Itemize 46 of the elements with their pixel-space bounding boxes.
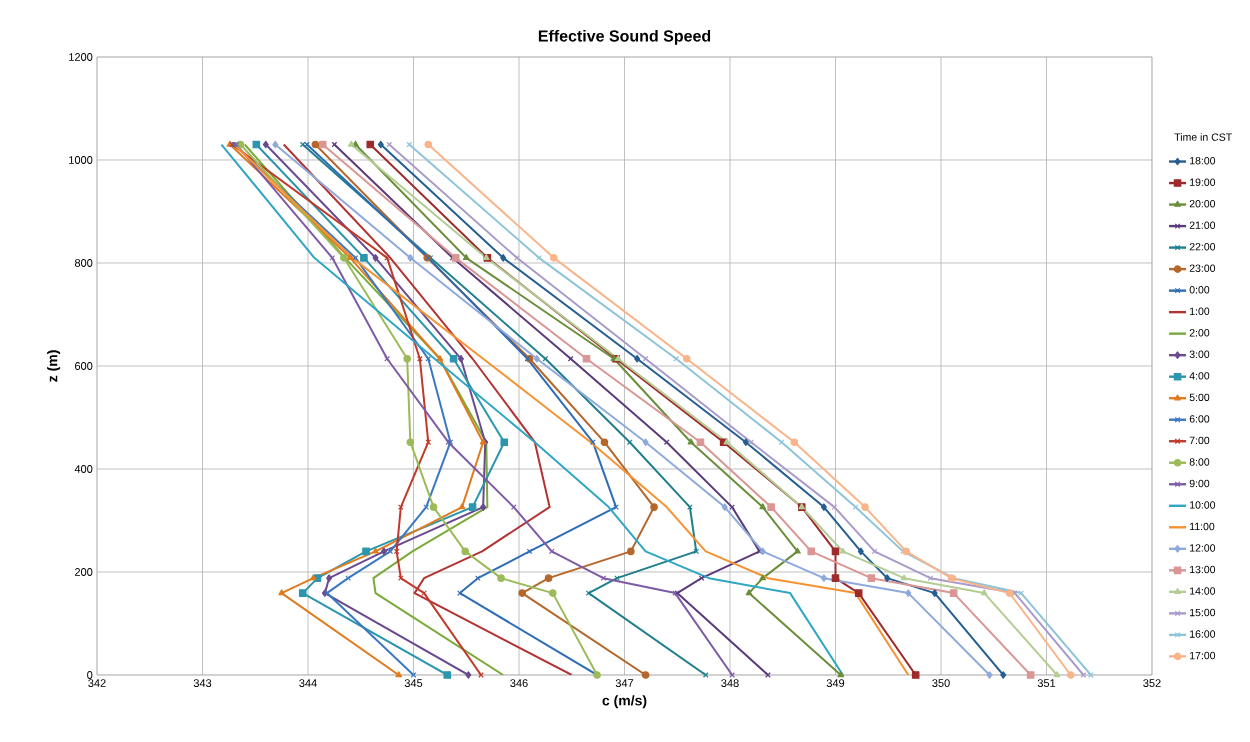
legend-label: 8:00 [1189, 458, 1210, 466]
x-tick-label: 351 [1037, 679, 1056, 687]
legend-label: 2:00 [1189, 329, 1210, 337]
x-tick-label: 347 [615, 679, 634, 687]
legend-label: 6:00 [1189, 415, 1210, 423]
legend-label: 22:00 [1189, 243, 1216, 251]
x-tick-label: 345 [404, 679, 423, 687]
x-tick-label: 352 [1143, 679, 1161, 687]
y-tick-label: 600 [75, 362, 93, 370]
legend-label: 15:00 [1190, 608, 1216, 617]
legend-label: 10:00 [1190, 501, 1216, 509]
y-tick-label: 400 [74, 465, 93, 473]
y-tick-label: 0 [87, 671, 93, 679]
legend-label: 3:00 [1189, 350, 1210, 359]
chart-title: Effective Sound Speed [538, 29, 711, 45]
x-tick-label: 346 [510, 679, 528, 687]
legend-label: 1:00 [1190, 307, 1210, 316]
legend-label: 11:00 [1190, 522, 1215, 531]
y-tick-label: 1200 [69, 53, 93, 61]
x-tick-label: 349 [826, 679, 845, 687]
x-axis-title: c (m/s) [602, 695, 647, 709]
legend-label: 12:00 [1190, 544, 1216, 552]
legend-label: 23:00 [1189, 264, 1216, 272]
legend-label: 5:00 [1189, 393, 1210, 402]
x-tick-label: 342 [88, 679, 106, 687]
legend-label: 0:00 [1189, 286, 1210, 294]
legend-label: 19:00 [1190, 178, 1216, 186]
y-tick-label: 800 [74, 259, 93, 267]
legend-label: 18:00 [1190, 156, 1216, 165]
legend-label: 17:00 [1190, 651, 1216, 660]
y-tick-label: 1000 [69, 156, 93, 164]
x-tick-label: 348 [721, 679, 739, 687]
legend-label: 14:00 [1190, 587, 1216, 595]
x-tick-label: 344 [299, 679, 317, 687]
y-axis-title: z (m) [47, 350, 61, 382]
legend-label: 20:00 [1189, 200, 1216, 208]
x-tick-label: 350 [932, 679, 950, 687]
legend-label: 16:00 [1190, 630, 1216, 638]
legend-label: 13:00 [1190, 565, 1216, 574]
legend-label: 21:00 [1189, 221, 1216, 229]
legend-label: 9:00 [1189, 479, 1210, 488]
x-tick-label: 343 [193, 679, 212, 687]
legend-title: Time in CST [1174, 133, 1232, 141]
y-tick-label: 200 [75, 568, 93, 576]
legend-label: 4:00 [1189, 372, 1210, 380]
legend-label: 7:00 [1189, 436, 1210, 445]
